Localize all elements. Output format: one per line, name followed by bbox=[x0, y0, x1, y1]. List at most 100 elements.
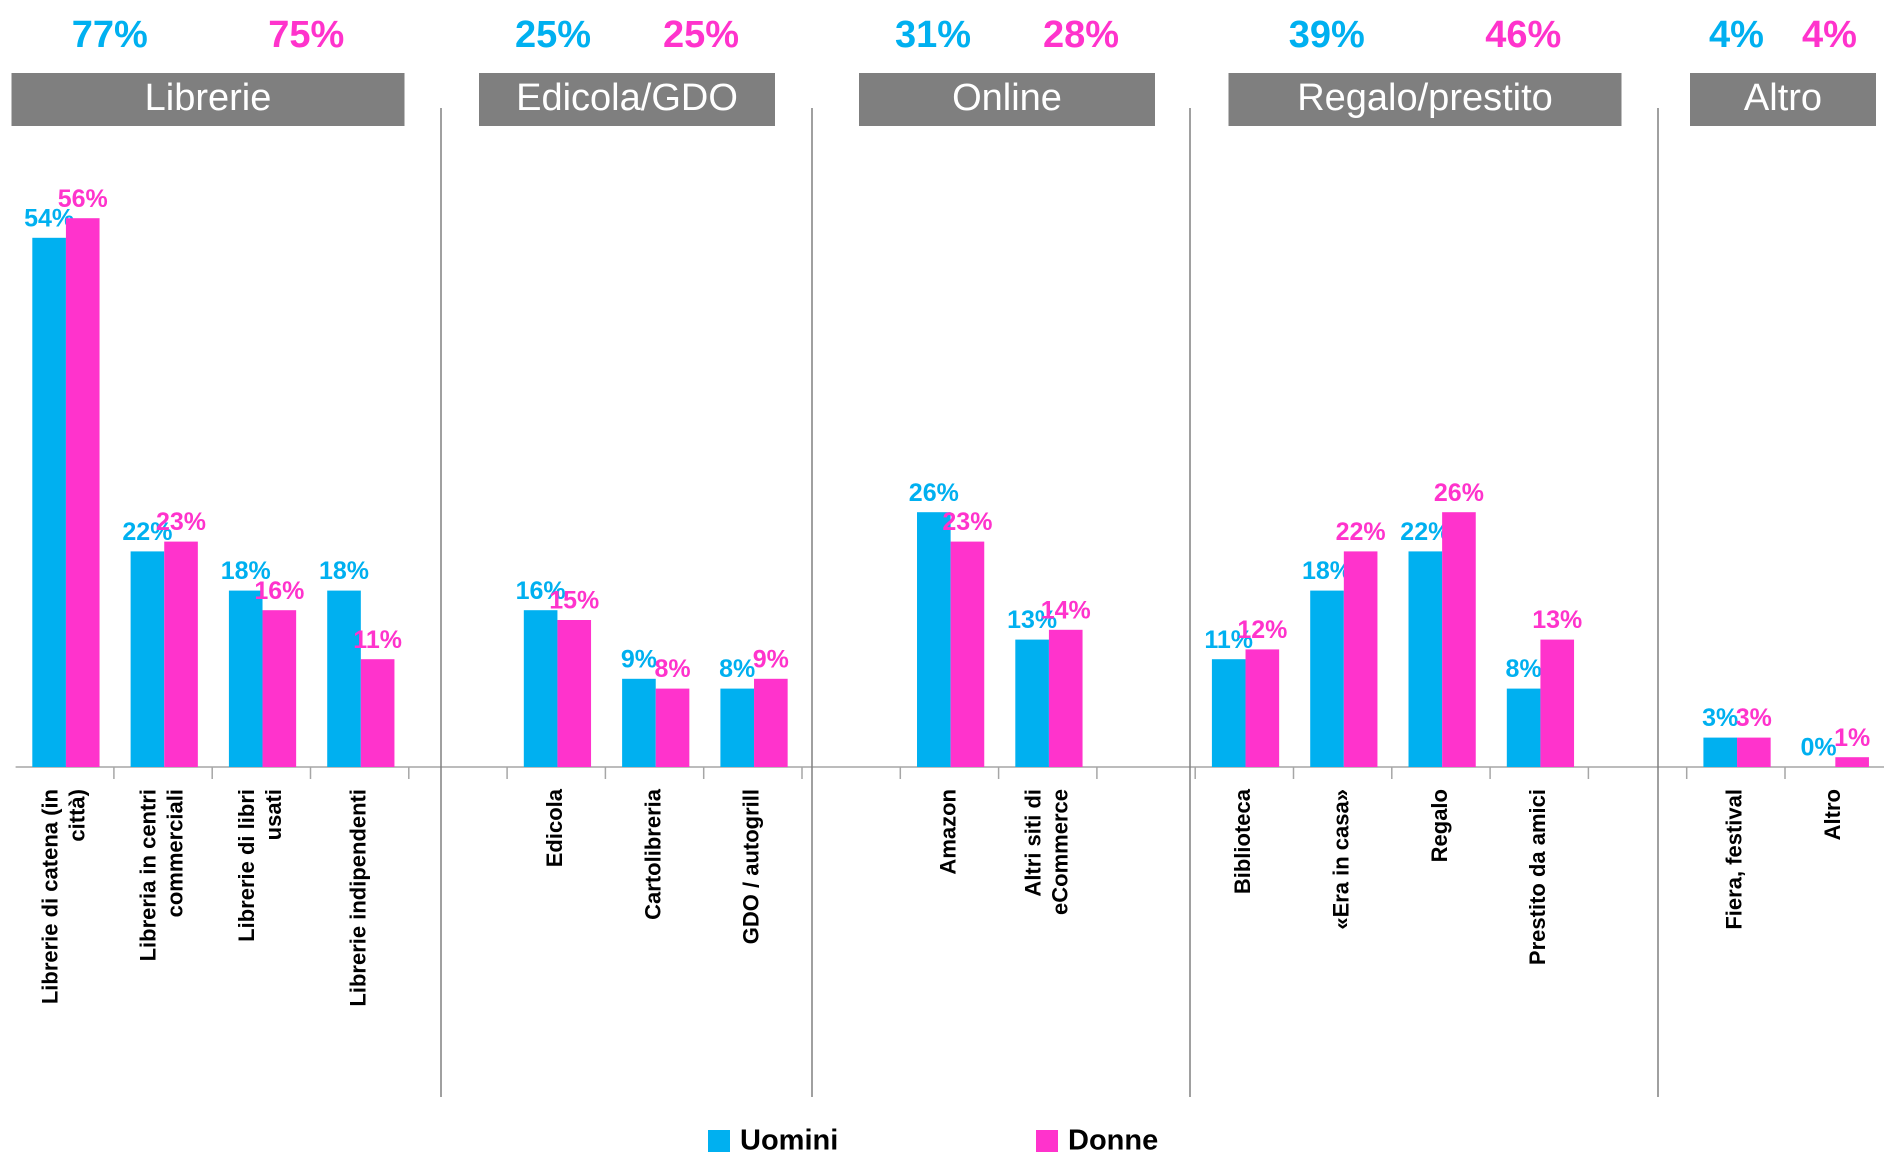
bar bbox=[1048, 629, 1083, 767]
bar bbox=[1703, 737, 1738, 767]
value-label: 22% bbox=[1336, 518, 1386, 546]
bar bbox=[1442, 512, 1476, 767]
value-label: 26% bbox=[1434, 479, 1484, 507]
value-label: 3% bbox=[1702, 704, 1738, 732]
value-label: 0% bbox=[1800, 734, 1836, 762]
value-label: 26% bbox=[909, 479, 959, 507]
group-header bbox=[479, 73, 775, 126]
x-tick-label-line: usati bbox=[261, 789, 286, 846]
value-label: 16% bbox=[516, 577, 566, 605]
bar bbox=[1540, 639, 1575, 767]
group-total: 4% bbox=[1802, 14, 1857, 56]
bar bbox=[1506, 688, 1541, 767]
value-label: 9% bbox=[621, 645, 657, 673]
group-total: 4% bbox=[1709, 14, 1764, 56]
value-label: 11% bbox=[353, 626, 402, 654]
value-label: 22% bbox=[1400, 518, 1450, 546]
x-tick-label-line: Librerie di catena (in bbox=[37, 789, 62, 1004]
x-tick-label: Amazon bbox=[935, 789, 960, 875]
x-tick-label: Librerie di catena (in città) bbox=[37, 789, 89, 1004]
value-label: 12% bbox=[1237, 616, 1287, 644]
value-label: 8% bbox=[1506, 655, 1542, 683]
x-tick-label: Librerie di libri usati bbox=[234, 789, 286, 942]
bar bbox=[1343, 551, 1378, 767]
x-tick-label: Cartolibreria bbox=[640, 788, 665, 920]
bar bbox=[1245, 649, 1280, 767]
value-label: 11% bbox=[1204, 626, 1253, 654]
value-label: 23% bbox=[942, 508, 992, 536]
value-label: 23% bbox=[156, 508, 206, 536]
group-total: 46% bbox=[1485, 14, 1561, 56]
group-label: Altro bbox=[1744, 77, 1822, 119]
value-label: 22% bbox=[122, 518, 172, 546]
x-tick-label: Libreria in centri commerciali bbox=[135, 789, 187, 961]
bar bbox=[1211, 659, 1246, 767]
bar bbox=[262, 610, 297, 767]
group-total: 28% bbox=[1043, 14, 1119, 56]
bar bbox=[1737, 737, 1771, 767]
bar bbox=[1835, 757, 1869, 767]
group-total: 31% bbox=[895, 14, 971, 56]
legend-swatch bbox=[708, 1130, 730, 1152]
value-label: 18% bbox=[319, 557, 369, 585]
x-tick-label: GDO / autogrill bbox=[739, 789, 764, 944]
x-tick-label-line: città) bbox=[64, 789, 89, 848]
x-tick-label: Altri siti di eCommerce bbox=[1020, 789, 1072, 921]
x-tick-label-line: eCommerce bbox=[1047, 789, 1072, 921]
bar bbox=[164, 541, 198, 767]
bar bbox=[523, 610, 558, 767]
value-label: 1% bbox=[1834, 724, 1870, 752]
bar bbox=[130, 551, 165, 767]
value-label: 13% bbox=[1532, 606, 1582, 634]
value-label: 18% bbox=[1302, 557, 1352, 585]
bar bbox=[228, 590, 263, 767]
legend-swatch bbox=[1036, 1130, 1058, 1152]
group-label: Regalo/prestito bbox=[1297, 77, 1553, 119]
bar bbox=[327, 590, 361, 767]
group-total: 75% bbox=[268, 14, 344, 56]
x-tick-label: Biblioteca bbox=[1230, 788, 1255, 894]
value-label: 3% bbox=[1736, 704, 1772, 732]
legend-label: Uomini bbox=[740, 1125, 838, 1157]
x-tick-label-line: commerciali bbox=[162, 789, 187, 924]
value-label: 15% bbox=[549, 587, 599, 615]
bar bbox=[1310, 590, 1344, 767]
value-label: 13% bbox=[1007, 606, 1057, 634]
x-tick-label: Altro bbox=[1820, 789, 1845, 840]
x-tick-label: Edicola bbox=[542, 788, 567, 867]
bar bbox=[1408, 551, 1443, 767]
group-header bbox=[859, 73, 1155, 126]
value-label: 56% bbox=[58, 185, 108, 213]
x-tick-label: Regalo bbox=[1427, 789, 1452, 862]
bar bbox=[622, 678, 656, 767]
x-tick-label: «Era in casa» bbox=[1328, 789, 1353, 930]
value-label: 8% bbox=[719, 655, 755, 683]
group-header bbox=[11, 73, 405, 126]
bar bbox=[65, 218, 100, 767]
group-label: Librerie bbox=[145, 77, 272, 119]
x-tick-label-line: Libreria in centri bbox=[135, 789, 160, 961]
bar bbox=[32, 237, 66, 768]
bar bbox=[917, 512, 951, 767]
bar bbox=[1015, 639, 1049, 767]
x-tick-label: Fiera, festival bbox=[1722, 789, 1747, 930]
bar bbox=[655, 688, 690, 767]
group-header bbox=[1690, 73, 1876, 126]
group-total: 39% bbox=[1289, 14, 1365, 56]
bar bbox=[557, 620, 592, 767]
value-label: 16% bbox=[254, 577, 304, 605]
group-total: 25% bbox=[515, 14, 591, 56]
bar bbox=[720, 688, 755, 767]
group-header bbox=[1228, 73, 1622, 126]
group-total: 77% bbox=[72, 14, 148, 56]
value-label: 18% bbox=[221, 557, 271, 585]
group-label: Edicola/GDO bbox=[516, 77, 738, 119]
value-label: 54% bbox=[24, 204, 74, 232]
x-tick-label: Librerie indipendenti bbox=[345, 789, 370, 1007]
value-label: 9% bbox=[753, 645, 789, 673]
legend-label: Donne bbox=[1068, 1125, 1158, 1157]
value-label: 8% bbox=[654, 655, 690, 683]
x-tick-label-line: Librerie di libri bbox=[234, 789, 259, 942]
